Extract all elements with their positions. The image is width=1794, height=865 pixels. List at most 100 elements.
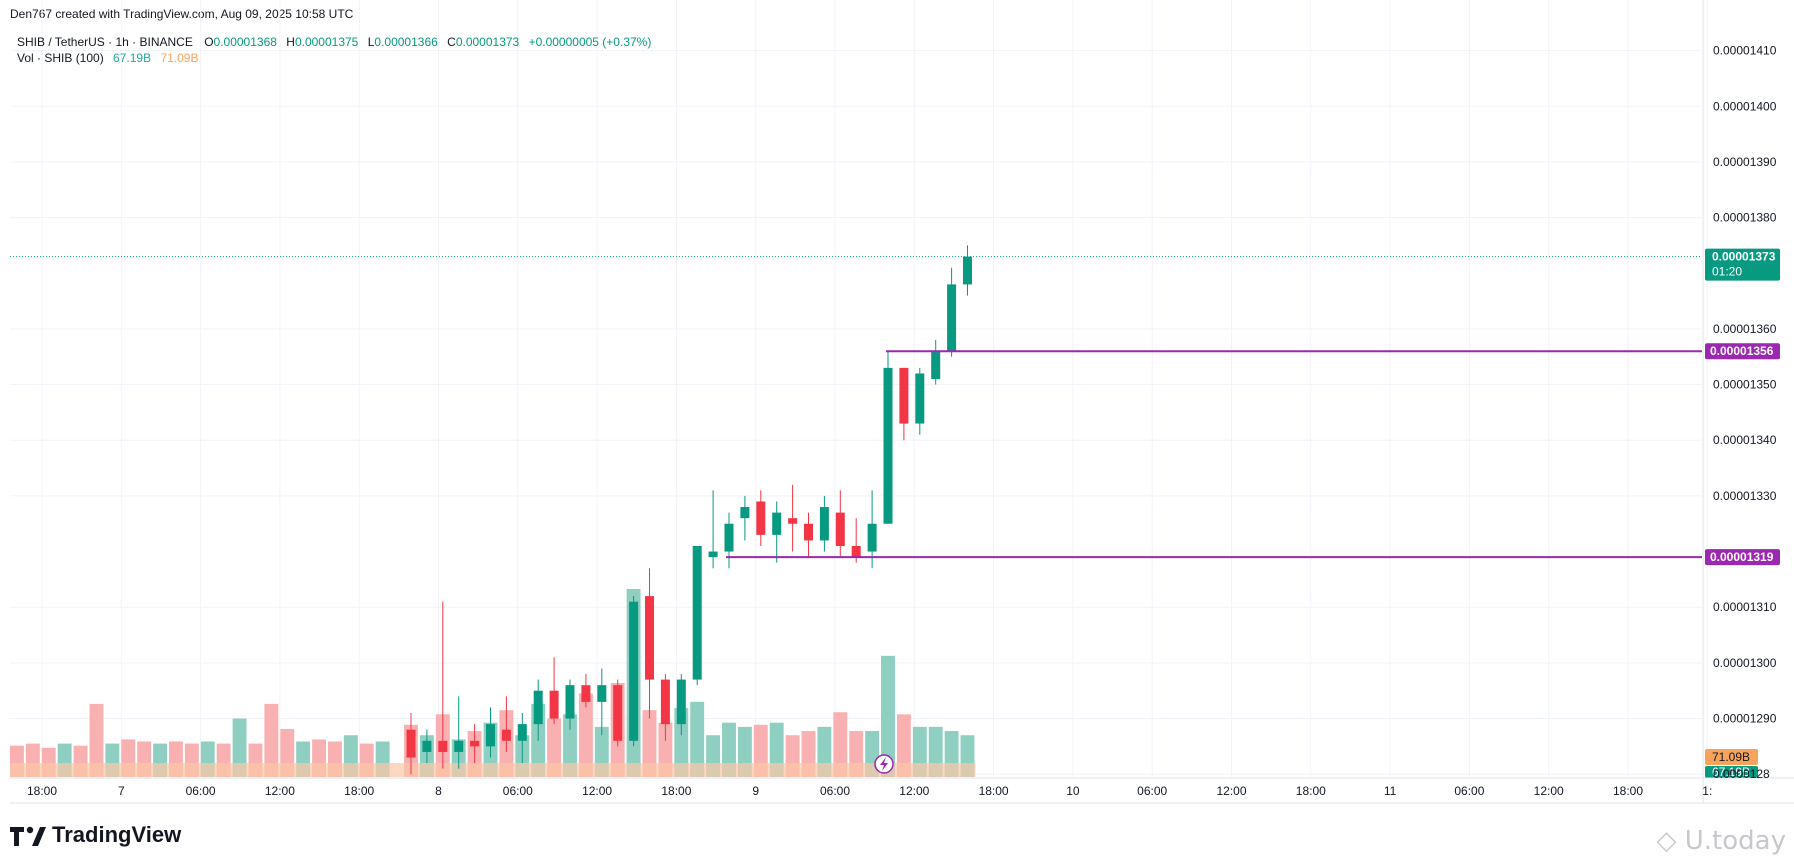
candles (406, 245, 972, 775)
candle-body (660, 679, 670, 725)
volume-row: Vol · SHIB (100) 67.19B 71.09B (17, 50, 651, 66)
candle-body (533, 690, 543, 725)
volume-bar (264, 703, 279, 777)
x-tick-label: 12:00 (1216, 784, 1246, 798)
watermark: ◇ U.today (1657, 826, 1787, 856)
x-tick-label: 18:00 (661, 784, 691, 798)
watermark-text: U.today (1684, 826, 1786, 856)
candle-body (804, 523, 813, 541)
candle-body (645, 596, 654, 680)
volume-bar (89, 703, 104, 777)
volume-bar (232, 718, 247, 777)
volume-bar (642, 710, 657, 777)
candle-body (899, 367, 909, 424)
candle-body (549, 690, 559, 719)
candle-body (438, 740, 448, 752)
x-tick-label: 10 (1066, 784, 1080, 798)
volume-value: 67.19B (113, 51, 152, 65)
candle-body (740, 507, 750, 519)
volume-bar (690, 701, 705, 777)
close-label: C (447, 35, 456, 49)
y-tick-label: 0.00001310 (1713, 600, 1777, 614)
candle-body (565, 685, 575, 719)
x-tick-label: 7 (118, 784, 125, 798)
high-label: H (286, 35, 295, 49)
level-badge (1705, 549, 1780, 566)
candle-body (915, 373, 925, 424)
x-tick-label: 18:00 (1296, 784, 1326, 798)
volume-bar (578, 693, 593, 777)
y-tick-label: 0.00001400 (1713, 99, 1777, 113)
x-tick-label: 12:00 (582, 784, 612, 798)
candle-body (692, 546, 702, 680)
y-tick-label: 0.00001340 (1713, 433, 1777, 447)
volume-badge (1705, 766, 1758, 778)
volume-ma-badge (1705, 749, 1758, 765)
x-tick-label: 18:00 (27, 784, 57, 798)
candle-body (581, 685, 591, 702)
candle-body (708, 551, 718, 558)
volume-bar (833, 712, 848, 777)
y-tick-label: 0.00001290 (1713, 712, 1777, 726)
low-label: L (367, 35, 375, 49)
axes: 0.00001410 0.00001400 0.00001390 0.00001380… (10, 0, 1794, 804)
x-tick-label: 12:00 (265, 784, 295, 798)
tradingview-logo-icon (10, 826, 46, 846)
volume-bar (547, 718, 562, 777)
y-tick-label: 0.0000128 (1713, 767, 1770, 781)
ohlc-row: SHIB / TetherUS · 1h · BINANCE O0.000013… (17, 34, 651, 50)
symbol-label[interactable]: SHIB / TetherUS · 1h · BINANCE (17, 35, 193, 49)
volume-bar (563, 714, 577, 777)
y-tick-label: 0.00001380 (1713, 211, 1777, 225)
candle-body (454, 740, 464, 752)
x-tick-label: 9 (752, 784, 759, 798)
open-label: O (204, 35, 214, 49)
candle-body (486, 724, 495, 747)
tradingview-logo: TradingView (10, 822, 181, 848)
low-value: 0.00001366 (374, 35, 438, 49)
chart-legend: SHIB / TetherUS · 1h · BINANCE O0.000013… (17, 34, 651, 66)
volume-ma-label: 71.09B (1712, 750, 1750, 764)
x-tick-label: 06:00 (186, 784, 216, 798)
candle-body (676, 679, 686, 725)
candle-body (422, 740, 432, 752)
chart-credit: Den767 created with TradingView.com, Aug… (10, 7, 354, 21)
high-value: 0.00001375 (294, 35, 359, 49)
x-tick-label: 06:00 (503, 784, 533, 798)
price-chart[interactable]: 0.0000137301:200.000013560.0000131971.09… (0, 0, 1794, 812)
candle-body (613, 685, 623, 741)
x-tick-label: 18:00 (344, 784, 374, 798)
candle-body (629, 601, 639, 741)
lightning-icon-glyph (880, 757, 888, 771)
last-price-label: 0.00001373 (1712, 250, 1776, 264)
candle-body (963, 256, 972, 285)
grid (10, 0, 1708, 777)
watermark-icon: ◇ (1656, 826, 1685, 856)
candle-body (851, 546, 861, 558)
candle-body (772, 512, 782, 535)
last-price-badge (1705, 248, 1780, 281)
y-tick-label: 0.00001360 (1713, 322, 1777, 336)
x-tick-label: 06:00 (820, 784, 850, 798)
x-tick-label: 11 (1384, 784, 1397, 798)
tradingview-brand: TradingView (52, 822, 182, 847)
volume-ma-value: 71.09B (160, 51, 199, 65)
change-value: +0.00000005 (+0.37%) (528, 35, 652, 49)
volume-label: 67.19B (1712, 765, 1750, 779)
candle-body (835, 512, 845, 547)
x-tick-label: 1: (1702, 784, 1712, 798)
x-tick-label: 12:00 (1534, 784, 1564, 798)
level-label: 0.00001356 (1710, 344, 1774, 358)
y-tick-label: 0.00001410 (1713, 44, 1777, 58)
open-value: 0.00001368 (213, 35, 277, 49)
level-badge (1705, 343, 1780, 360)
close-value: 0.00001373 (455, 35, 520, 49)
candle-body (597, 685, 607, 702)
candle-body (406, 729, 416, 758)
volume-label[interactable]: Vol · SHIB (100) (17, 51, 104, 65)
candle-body (947, 284, 957, 352)
level-label: 0.00001319 (1710, 550, 1774, 564)
volume-bars (10, 589, 976, 777)
volume-bar (674, 708, 689, 777)
candle-body (501, 729, 511, 741)
